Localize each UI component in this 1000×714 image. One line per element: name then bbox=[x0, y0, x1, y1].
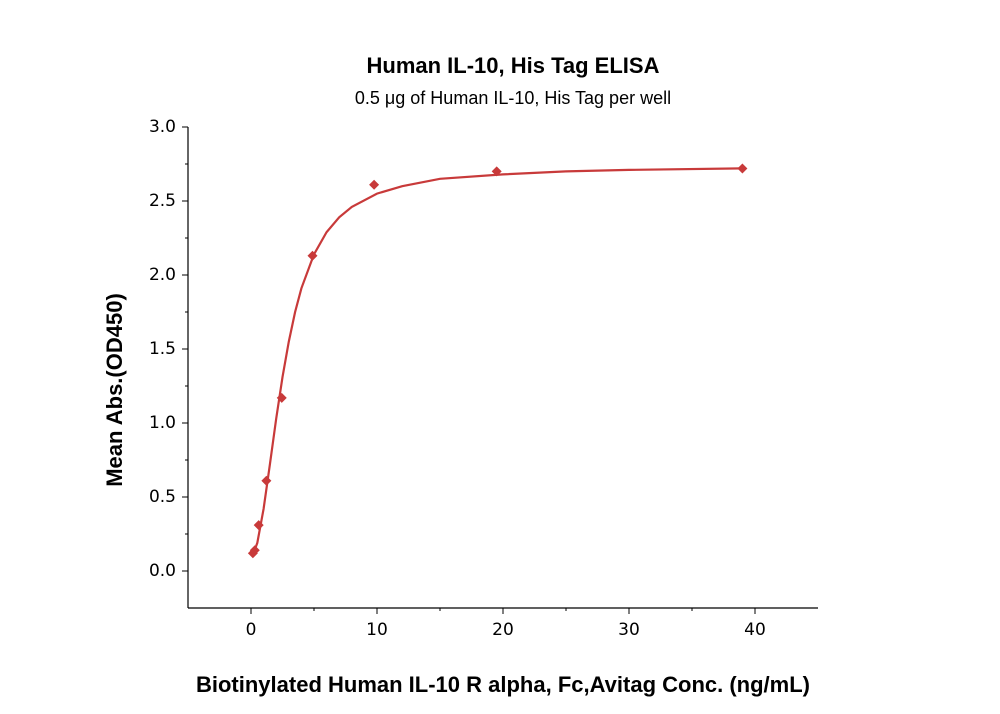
x-tick-label: 30 bbox=[618, 620, 640, 640]
chart-subtitle: 0.5 μg of Human IL-10, His Tag per well bbox=[355, 88, 671, 108]
y-axis-label: Mean Abs.(OD450) bbox=[102, 293, 127, 487]
y-tick-label: 2.0 bbox=[149, 265, 176, 285]
data-point bbox=[737, 163, 748, 174]
data-point bbox=[249, 545, 260, 556]
x-axis-label: Biotinylated Human IL-10 R alpha, Fc,Avi… bbox=[196, 672, 810, 697]
data-point bbox=[307, 250, 318, 261]
data-point bbox=[253, 520, 264, 531]
y-tick-label: 1.5 bbox=[149, 339, 176, 359]
x-tick-label: 0 bbox=[246, 620, 257, 640]
y-tick-label: 1.0 bbox=[149, 413, 176, 433]
y-tick-label: 0.5 bbox=[149, 487, 176, 507]
fit-curve bbox=[251, 167, 743, 556]
x-tick-label: 10 bbox=[366, 620, 388, 640]
y-tick-label: 2.5 bbox=[149, 191, 176, 211]
data-point bbox=[276, 392, 287, 403]
y-tick-label: 3.0 bbox=[149, 117, 176, 137]
data-point bbox=[491, 166, 502, 177]
x-tick-label: 40 bbox=[744, 620, 766, 640]
data-point bbox=[369, 179, 380, 190]
data-point bbox=[261, 475, 272, 486]
chart-title: Human IL-10, His Tag ELISA bbox=[367, 53, 660, 78]
y-tick-label: 0.0 bbox=[149, 561, 176, 581]
x-tick-label: 20 bbox=[492, 620, 514, 640]
